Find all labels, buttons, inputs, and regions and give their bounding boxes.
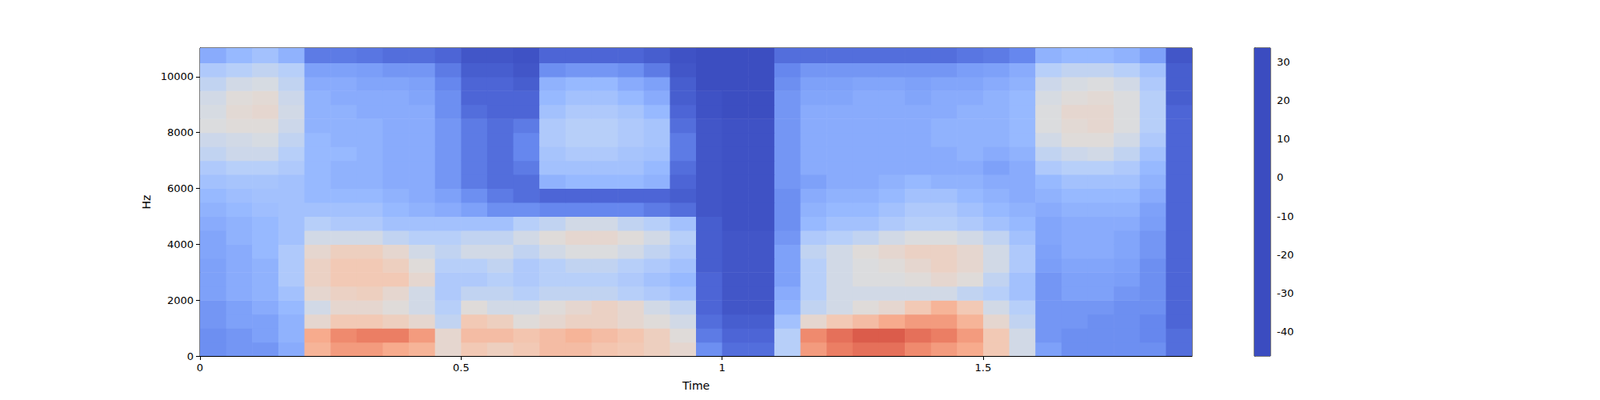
svg-text:0: 0	[1276, 171, 1284, 184]
svg-text:0.5: 0.5	[452, 361, 470, 374]
svg-text:Time: Time	[681, 379, 710, 392]
svg-text:30: 30	[1276, 56, 1291, 68]
svg-text:-40: -40	[1276, 325, 1294, 338]
svg-text:0: 0	[187, 350, 194, 363]
svg-text:8000: 8000	[167, 126, 194, 139]
svg-text:10: 10	[1276, 132, 1291, 145]
svg-text:Hz: Hz	[140, 195, 153, 210]
svg-text:1.5: 1.5	[975, 361, 992, 374]
svg-text:10000: 10000	[160, 70, 194, 83]
svg-text:2000: 2000	[167, 294, 194, 307]
svg-text:-20: -20	[1276, 248, 1294, 261]
svg-text:-30: -30	[1276, 287, 1294, 300]
svg-text:-10: -10	[1276, 210, 1294, 223]
svg-text:6000: 6000	[167, 182, 194, 195]
svg-text:0: 0	[196, 361, 204, 374]
svg-text:1: 1	[718, 361, 725, 374]
svg-text:20: 20	[1276, 94, 1291, 107]
svg-text:4000: 4000	[167, 238, 194, 251]
